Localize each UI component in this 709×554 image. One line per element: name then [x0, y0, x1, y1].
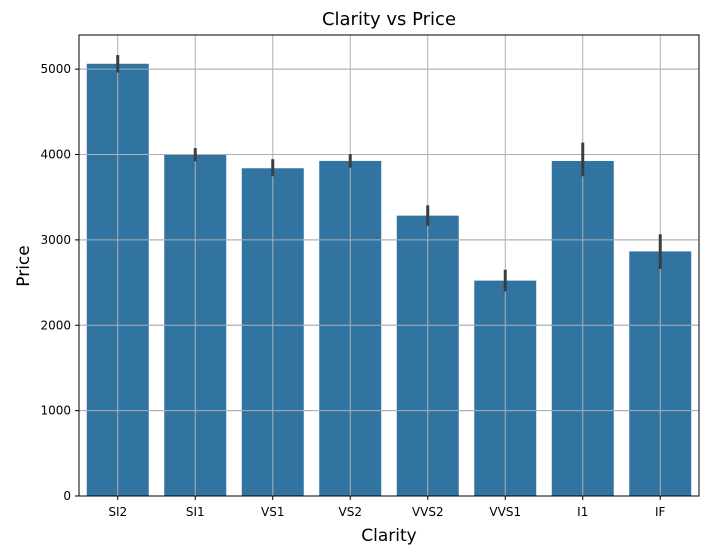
x-axis-label: Clarity: [361, 526, 416, 546]
x-tick-label: SI1: [186, 505, 205, 519]
y-tick-label: 3000: [40, 233, 71, 247]
x-tick-label: SI2: [108, 505, 127, 519]
x-tick-label: VS2: [339, 505, 362, 519]
y-tick-label: 4000: [40, 148, 71, 162]
y-tick-label: 5000: [40, 62, 71, 76]
axis-ticks: 0 1000 2000 3000 4000 5000 SI2 SI1 VS1 VS2 VVS2 VVS…: [40, 62, 665, 519]
chart-title: Clarity vs Price: [322, 9, 456, 30]
x-tick-label: I1: [577, 505, 588, 519]
x-tick-label: IF: [655, 505, 666, 519]
y-tick-label: 2000: [40, 318, 71, 332]
plot-frame: [78, 34, 700, 497]
y-axis-label: Price: [14, 245, 34, 286]
y-tick-label: 1000: [40, 404, 71, 418]
x-tick-label: VVS2: [412, 505, 444, 519]
y-tick-label: 0: [63, 489, 71, 503]
bars: [86, 63, 692, 497]
x-tick-label: VVS1: [489, 505, 521, 519]
x-tick-label: VS1: [261, 505, 284, 519]
